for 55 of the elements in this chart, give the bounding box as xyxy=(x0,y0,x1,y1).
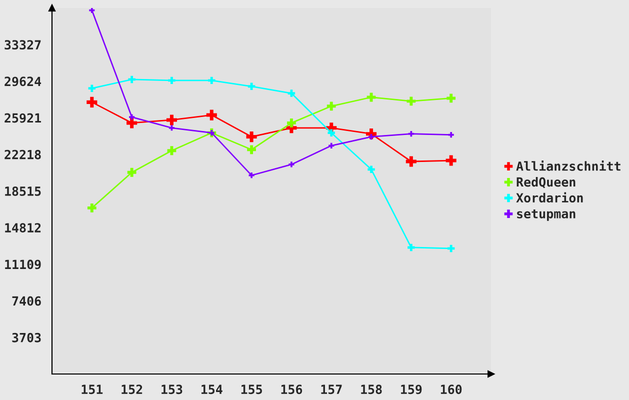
x-tick-label: 155 xyxy=(241,384,262,394)
point xyxy=(328,129,335,136)
point xyxy=(166,114,178,126)
legend-label: Xordarion xyxy=(516,192,583,203)
point xyxy=(446,94,456,103)
y-tick-label: 25921 xyxy=(4,113,41,123)
point xyxy=(248,82,256,90)
point xyxy=(288,90,296,97)
point xyxy=(126,118,138,128)
x-tick-label: 158 xyxy=(361,384,382,394)
legend-label: setupman xyxy=(517,209,576,221)
x-tick-label: 156 xyxy=(281,384,302,394)
point xyxy=(208,76,216,84)
point xyxy=(287,118,296,128)
point xyxy=(248,172,254,178)
point xyxy=(86,96,98,108)
point xyxy=(127,168,136,177)
x-tick-label: 151 xyxy=(82,384,103,394)
y-tick-label: 22218 xyxy=(4,150,41,160)
y-tick-label: 3703 xyxy=(12,332,41,342)
x-tick-label: 153 xyxy=(162,384,182,394)
x-tick-label: 152 xyxy=(122,384,142,394)
point xyxy=(128,76,136,84)
point xyxy=(88,84,96,92)
y-tick-label: 14812 xyxy=(5,223,41,233)
point xyxy=(328,142,334,148)
x-tick-label: 157 xyxy=(321,384,342,394)
point xyxy=(206,110,217,120)
point xyxy=(326,102,336,111)
y-tick-label: 29624 xyxy=(4,76,42,86)
point xyxy=(247,145,256,154)
point xyxy=(168,125,175,131)
point xyxy=(446,155,456,166)
y-tick-label: 11109 xyxy=(5,260,41,270)
point xyxy=(448,132,454,138)
point xyxy=(368,166,375,174)
x-tick-label: 154 xyxy=(201,384,222,394)
point xyxy=(129,114,135,120)
point xyxy=(89,8,95,14)
x-tick-label: 159 xyxy=(401,384,422,394)
point xyxy=(246,132,257,142)
point xyxy=(447,244,455,252)
y-tick-label: 18515 xyxy=(5,186,41,196)
point xyxy=(406,156,416,167)
y-tick-label: 7406 xyxy=(12,296,41,306)
legend-label: RedQueen xyxy=(516,177,576,188)
x-tick-label: 160 xyxy=(440,384,462,394)
y-tick-label: 33327 xyxy=(4,40,41,50)
point xyxy=(168,76,176,84)
point xyxy=(87,204,96,212)
point xyxy=(406,96,416,106)
legend-label: Allianzschnitt xyxy=(516,160,620,171)
point xyxy=(408,244,415,252)
point xyxy=(167,146,176,156)
point xyxy=(288,162,294,168)
